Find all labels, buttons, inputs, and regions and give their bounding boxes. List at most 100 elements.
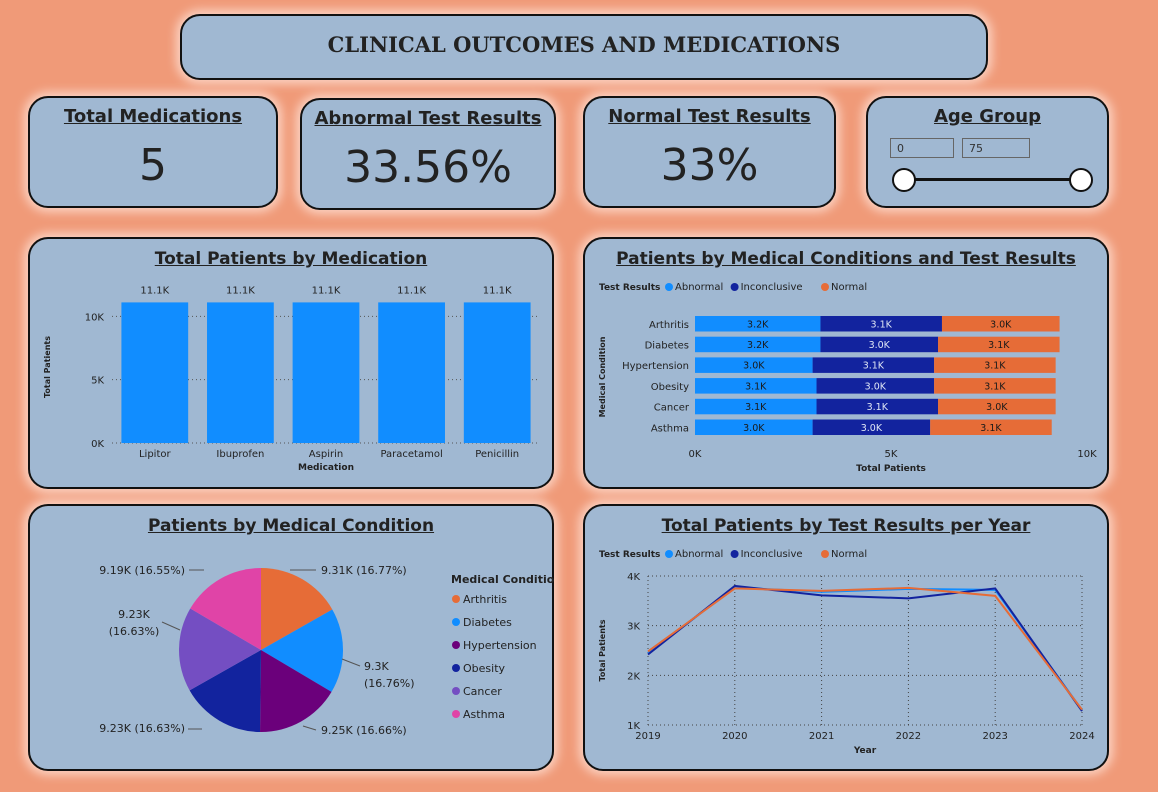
bar-ytick-label: 0K [91,439,104,450]
line-legend-inconclusive: Inconclusive [741,549,803,560]
stack-ytick-label: Cancer [654,403,690,414]
stack-x-axis-title: Total Patients [856,464,926,474]
line-xtick-label: 2024 [1069,731,1094,742]
stack-segment-diabetes-inconclusive [820,336,939,353]
stack-ytick-label: Asthma [651,423,689,434]
line-series-abnormal [647,586,1083,711]
line-xtick-label: 2022 [896,731,921,742]
normal-results-card: Normal Test Results 33% [583,96,836,208]
age-max-input[interactable]: 75 [962,138,1030,158]
stack-legend-inconclusive: Inconclusive [741,282,803,293]
line-ytick-label: 3K [627,622,640,633]
pie-legend-asthma: Asthma [463,708,505,721]
pie-leader-line [341,658,361,667]
pie-legend-marker [452,618,460,626]
abnormal-results-card: Abnormal Test Results 33.56% [300,98,556,210]
line-xtick-label: 2020 [722,731,747,742]
age-group-slicer: Age Group 0 75 [866,96,1109,208]
age-slider-max-handle[interactable] [1069,168,1093,192]
stack-data-label: 3.1K [745,402,767,413]
stack-data-label: 3.0K [869,340,891,351]
stack-segment-cancer-normal [938,398,1056,415]
line-legend-normal: Normal [831,549,867,560]
bar-data-label: 11.1K [312,285,341,296]
stack-data-label: 3.0K [861,423,883,434]
bar-lipitor [121,302,189,443]
stack-segment-obesity-inconclusive [816,378,935,394]
pie-slice-obesity [189,650,261,732]
stack-segment-diabetes-abnormal [695,336,821,353]
yearly-line-chart: Test Results Abnormal Inconclusive Normal 1K… [598,549,1095,756]
pie-legend-obesity: Obesity [463,662,506,675]
total-medications-label: Total Medications [63,106,243,127]
yearly-line-card: Total Patients by Test Results per Year … [583,504,1109,771]
pie-legend-diabetes: Diabetes [463,616,512,629]
pie-legend-cancer: Cancer [463,685,502,698]
pie-legend-arthritis: Arthritis [463,593,507,606]
pie-legend-marker [452,595,460,603]
stack-segment-hypertension-inconclusive [812,357,935,373]
stack-segment-obesity-abnormal [695,378,817,394]
stack-segment-hypertension-abnormal [695,357,813,373]
line-legend-marker [730,550,739,558]
medication-chart-title: Total Patients by Medication [154,249,428,269]
bar-xtick-label: Lipitor [139,449,172,460]
stack-legend-marker [665,283,673,291]
bar-data-label: 11.1K [140,285,169,296]
stack-ytick-label: Hypertension [622,361,689,372]
age-min-input[interactable]: 0 [890,138,954,158]
stack-ytick-label: Obesity [651,382,689,393]
stack-legend-abnormal: Abnormal [675,282,723,293]
stack-data-label: 3.1K [980,423,1002,434]
pie-legend-marker [452,664,460,672]
stack-data-label: 3.2K [747,319,769,330]
stack-segment-asthma-normal [930,419,1052,435]
stack-data-label: 3.1K [863,361,885,372]
stack-ytick-label: Diabetes [645,340,689,351]
pie-data-label: 9.31K (16.77%) [321,564,407,577]
stack-ytick-label: Arthritis [649,320,689,331]
line-ytick-label: 1K [627,721,640,732]
bar-data-label: 11.1K [397,285,426,296]
line-xtick-label: 2021 [809,731,834,742]
line-ytick-label: 2K [627,671,640,682]
stack-segment-asthma-inconclusive [812,419,931,435]
normal-results-value: 33% [660,140,759,191]
stack-data-label: 3.0K [990,319,1012,330]
medication-bar-chart: 0K 5K 10K 11.1K Lipitor 11.1K Ibuprofen 11.1K As… [43,285,540,473]
abnormal-results-value: 33.56% [344,142,512,193]
line-xtick-label: 2023 [982,731,1007,742]
line-y-axis-title: Total Patients [598,619,607,681]
condition-pie-chart: 9.31K (16.77%) 9.3K (16.76%) 9.25K (16.66%)… [99,564,554,737]
pie-slice-diabetes [261,609,343,692]
stack-data-label: 3.0K [743,361,765,372]
pie-data-label: 9.23K (16.63%) [109,608,160,638]
bar-y-axis-title: Total Patients [43,336,52,398]
pie-legend-marker [452,687,460,695]
medication-chart-card: Total Patients by Medication 0K 5K 10K 11.1… [28,237,554,489]
line-ytick-label: 4K [627,572,640,583]
stack-xtick-label: 0K [689,449,702,460]
bar-penicillin [463,302,531,443]
line-legend-title: Test Results [599,550,660,560]
stack-xtick-label: 5K [885,449,898,460]
bar-paracetamol [378,302,445,443]
pie-leader-line [302,725,317,731]
bar-xtick-label: Penicillin [475,449,519,460]
conditions-chart-title: Patients by Medical Conditions and Test … [616,249,1076,269]
line-series-normal [647,586,1083,711]
stack-data-label: 3.0K [743,423,765,434]
abnormal-results-label: Abnormal Test Results [314,108,542,129]
normal-results-label: Normal Test Results [608,106,811,127]
stack-data-label: 3.1K [867,402,889,413]
stack-data-label: 3.1K [988,340,1010,351]
stack-segment-hypertension-normal [934,357,1056,373]
stack-segment-obesity-normal [934,378,1056,394]
pie-data-label: 9.25K (16.66%) [321,724,407,737]
stack-data-label: 3.1K [984,361,1006,372]
line-legend-marker [821,550,829,558]
bar-ibuprofen [207,302,274,443]
age-slider-track[interactable] [904,178,1080,181]
age-slider-min-handle[interactable] [892,168,916,192]
stack-legend-title: Test Results [599,283,660,293]
